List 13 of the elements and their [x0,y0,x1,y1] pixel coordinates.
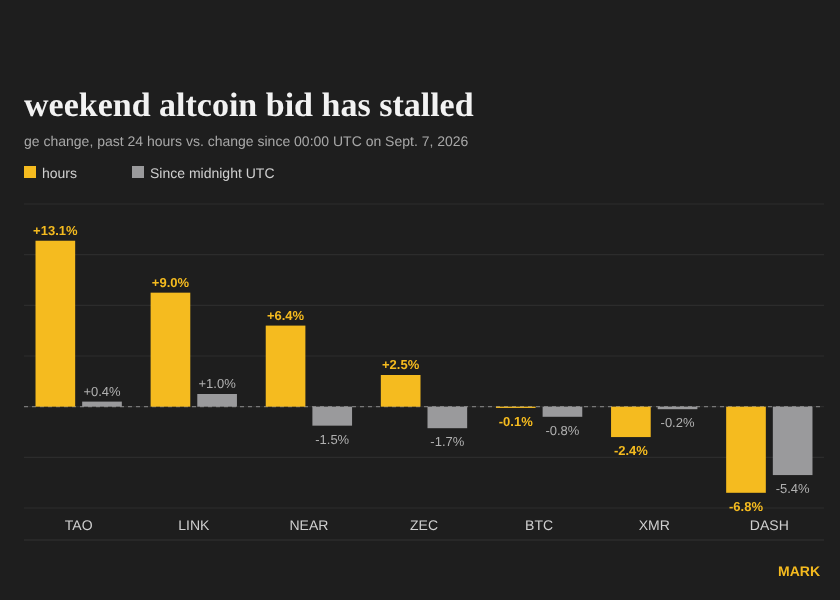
chart-title: weekend altcoin bid has stalled [24,86,475,124]
bar [265,325,306,407]
bar [542,406,583,417]
bar [380,375,421,407]
bar [312,406,353,426]
bar [726,406,766,493]
bar [35,240,76,407]
bar [197,394,237,407]
bar [150,292,191,407]
bar [82,401,122,407]
bar [772,406,813,476]
bar [427,406,468,429]
bar [611,406,651,438]
